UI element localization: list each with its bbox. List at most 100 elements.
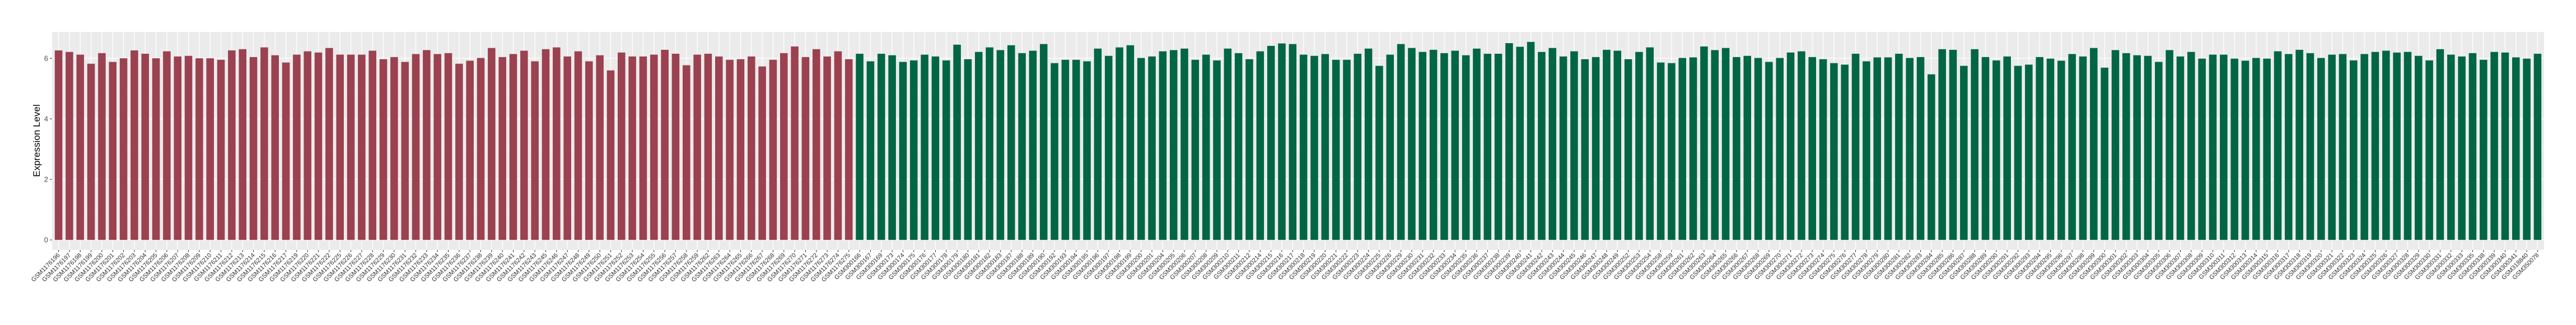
bar-GSM300234: [1451, 50, 1459, 240]
bar-GSM300338: [2479, 59, 2488, 240]
bar-GSM318840: [2523, 58, 2531, 240]
bar-GSM1176243: [531, 61, 539, 240]
y-tick-label: 4: [44, 115, 48, 123]
bar-GSM1176225: [336, 54, 344, 240]
bar-GSM1176221: [314, 52, 323, 240]
bar-GSM300211: [1234, 53, 1243, 240]
bar-GSM1176253: [628, 56, 636, 240]
bar-GSM1176222: [325, 48, 333, 240]
bar-GSM300174: [899, 62, 907, 240]
bar-GSM300261: [1678, 58, 1687, 240]
bar-GSM1176232: [412, 54, 420, 240]
bar-GSM300194: [1072, 59, 1080, 240]
bar-GSM300249: [1613, 50, 1622, 240]
bar-GSM1176231: [401, 62, 409, 240]
bar-GSM1176256: [661, 49, 669, 240]
bar-GSM300167: [866, 61, 875, 240]
bar-GSM1176264: [726, 59, 734, 240]
bar-GSM300169: [877, 53, 885, 240]
bar-GSM300295: [2046, 58, 2055, 240]
bar-GSM300302: [2122, 53, 2130, 240]
bar-GSM300236: [1473, 48, 1481, 240]
bar-GSM1176265: [736, 59, 745, 240]
bar-GSM300281: [1895, 53, 1903, 240]
bar-GSM300246: [1581, 59, 1589, 240]
bar-GSM300222: [1343, 59, 1351, 240]
bar-GSM1176233: [423, 50, 431, 240]
bar-GSM1176226: [347, 54, 355, 240]
y-tick-label: 6: [44, 54, 48, 63]
bar-GSM1176203: [130, 50, 138, 240]
bar-GSM300207: [1191, 59, 1200, 240]
bar-GSM300177: [931, 56, 940, 240]
bars: [54, 41, 2542, 240]
bar-GSM300328: [2404, 52, 2412, 240]
y-axis-title: Expression Level: [31, 104, 42, 177]
bar-GSM1176252: [618, 52, 626, 240]
bar-GSM300178: [942, 60, 950, 240]
bar-GSM1176272: [813, 49, 820, 240]
bar-GSM1176230: [390, 57, 398, 240]
bar-GSM300305: [2155, 62, 2163, 240]
bar-GSM300270: [1776, 58, 1784, 240]
bar-GSM1176235: [444, 53, 452, 240]
bar-GSM1176205: [152, 58, 160, 240]
bar-GSM1176204: [141, 53, 150, 240]
bar-GSM300224: [1364, 48, 1373, 240]
bar-GSM350078: [2533, 53, 2542, 240]
bar-GSM300283: [1916, 57, 1925, 240]
bar-GSM300216: [1278, 43, 1286, 240]
bar-GSM300245: [1570, 51, 1578, 240]
bar-GSM300271: [1786, 52, 1795, 240]
bar-GSM300322: [2339, 54, 2347, 240]
bar-GSM1176257: [671, 53, 680, 240]
bar-GSM300210: [1224, 48, 1232, 240]
bar-GSM300204: [1159, 51, 1167, 240]
bar-GSM300264: [1711, 50, 1719, 240]
bar-GSM300241: [1527, 41, 1535, 240]
bar-GSM1176247: [563, 56, 571, 240]
bar-GSM1176240: [498, 57, 506, 240]
bar-GSM300315: [2263, 58, 2271, 240]
bar-GSM1176212: [228, 50, 236, 240]
bar-GSM300279: [1873, 57, 1881, 240]
bar-GSM300259: [1668, 63, 1676, 240]
bar-GSM1176275: [844, 59, 853, 240]
bar-GSM1176268: [769, 59, 777, 240]
bar-GSM1176216: [271, 55, 279, 240]
bar-GSM1176238: [477, 58, 485, 240]
bar-GSM300217: [1289, 44, 1297, 240]
bar-GSM1176229: [379, 59, 388, 240]
bar-GSM1176214: [249, 57, 258, 240]
bar-GSM300316: [2274, 51, 2282, 240]
bar-GSM300275: [1830, 63, 1838, 240]
bar-GSM300285: [1938, 49, 1946, 240]
bar-GSM300290: [1992, 60, 2000, 240]
y-tick-label: 0: [44, 236, 48, 244]
bar-GSM300323: [2350, 60, 2358, 240]
bar-GSM300276: [1841, 64, 1849, 240]
bar-GSM300333: [2458, 56, 2466, 240]
bar-GSM300268: [1754, 58, 1762, 240]
bar-GSM1176220: [304, 51, 311, 240]
bar-GSM300188: [1018, 53, 1026, 240]
bar-GSM300298: [2079, 56, 2087, 240]
bar-GSM1176255: [650, 54, 658, 240]
bar-GSM300206: [1180, 48, 1188, 240]
bar-GSM300248: [1603, 49, 1611, 240]
bar-GSM300286: [1949, 49, 1957, 240]
bar-GSM300229: [1397, 44, 1405, 240]
bar-GSM300299: [2090, 48, 2098, 240]
x-axis: GSM1176196GSM1176197GSM1176198GSM1176199…: [30, 250, 2541, 284]
bar-GSM300258: [1656, 62, 1665, 240]
bar-GSM300179: [953, 44, 961, 240]
bar-GSM300214: [1256, 51, 1264, 240]
bar-GSM300300: [2101, 67, 2108, 240]
bar-GSM300193: [1061, 59, 1070, 240]
bar-GSM1176211: [217, 59, 225, 240]
bar-GSM300340: [2501, 52, 2509, 240]
bar-GSM1176209: [195, 58, 203, 240]
bar-GSM300317: [2285, 54, 2293, 240]
bar-GSM300272: [1798, 51, 1805, 240]
bar-GSM1176197: [66, 52, 73, 240]
